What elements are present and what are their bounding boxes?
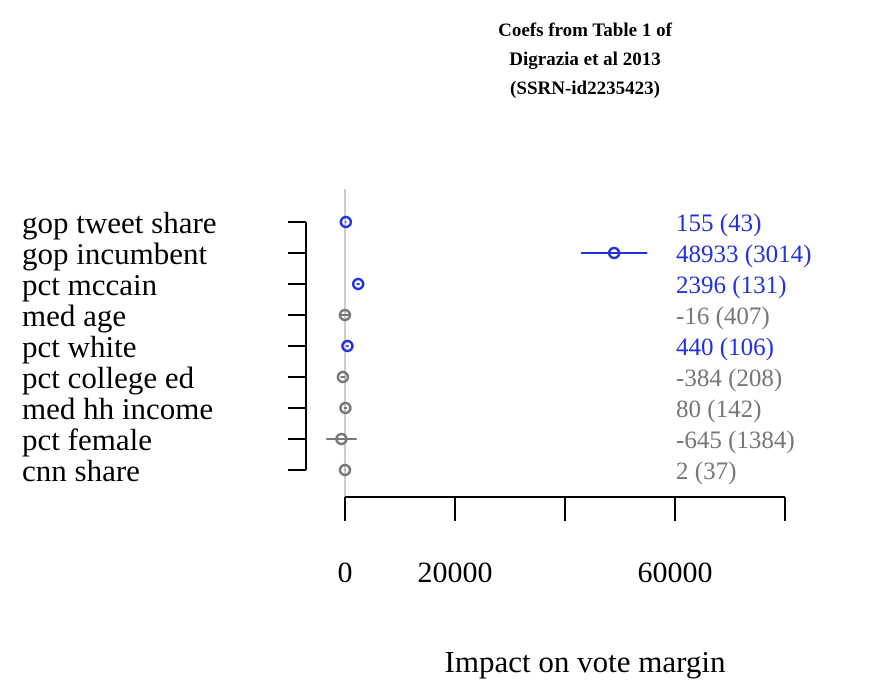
x-tick-label: 20000 xyxy=(418,556,493,589)
coefficient-value-label: -645 (1384) xyxy=(676,427,795,454)
y-axis xyxy=(288,221,307,471)
coefficient-value-label: 80 (142) xyxy=(676,396,761,423)
point-marker xyxy=(341,339,354,353)
point-marker xyxy=(339,215,353,229)
coefficient-value-label: 440 (106) xyxy=(676,334,774,361)
coefficient-value-label: 2396 (131) xyxy=(676,272,786,299)
point-marker xyxy=(335,432,348,446)
coefficient-value-label: 48933 (3014) xyxy=(676,241,811,268)
x-tick-labels: 0 20000 60000 xyxy=(338,556,713,589)
point-marker xyxy=(338,308,352,322)
coefficient-value-label: -384 (208) xyxy=(676,365,782,392)
coefficient-value-label: 155 (43) xyxy=(676,210,761,237)
category-label: gop tweet share xyxy=(22,205,217,240)
x-axis-title: Impact on vote margin xyxy=(445,644,726,679)
category-label: pct female xyxy=(22,422,152,457)
point-marker xyxy=(339,401,352,415)
point-marker xyxy=(336,370,350,384)
category-label: gop incumbent xyxy=(22,236,207,271)
point-marker xyxy=(351,277,365,291)
category-label: med hh income xyxy=(22,391,213,426)
chart-title: Coefs from Table 1 of Digrazia et al 2013… xyxy=(498,20,672,99)
x-tick-label: 60000 xyxy=(638,556,713,589)
point-marker xyxy=(607,246,621,260)
coefficient-value-label: -16 (407) xyxy=(676,303,770,330)
coefficient-value-labels: 155 (43) 48933 (3014) 2396 (131) -16 (407) 4… xyxy=(676,210,811,485)
category-label: med age xyxy=(22,298,126,333)
x-tick-label: 0 xyxy=(338,556,353,589)
chart-title-line: (SSRN-id2235423) xyxy=(510,78,660,99)
category-label: cnn share xyxy=(22,453,140,488)
category-label: pct mccain xyxy=(22,267,158,302)
chart-title-line: Digrazia et al 2013 xyxy=(509,49,660,70)
coefficient-value-label: 2 (37) xyxy=(676,458,736,485)
coefficient-points xyxy=(326,215,648,477)
x-axis xyxy=(344,496,786,521)
point-marker xyxy=(338,463,352,477)
category-label: pct white xyxy=(22,329,137,364)
chart-title-line: Coefs from Table 1 of xyxy=(498,20,672,41)
category-label: pct college ed xyxy=(22,360,195,395)
